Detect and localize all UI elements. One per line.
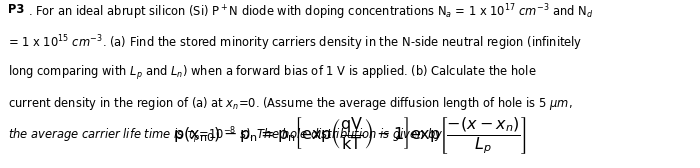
Text: long comparing with $L_p$ and $L_n$) when a forward bias of 1 V is applied. (b) : long comparing with $L_p$ and $L_n$) whe… — [8, 64, 537, 82]
Text: current density in the region of (a) at $x_n$=0. (Assume the average diffusion l: current density in the region of (a) at … — [8, 95, 573, 112]
Text: $\mathrm{p(x_{n0}) - p_n = p_n}\left[\mathrm{exp}\left(\dfrac{\mathrm{qV}}{\math: $\mathrm{p(x_{n0}) - p_n = p_n}\left[\ma… — [173, 115, 527, 156]
Text: . For an ideal abrupt silicon (Si) P$^+$N diode with doping concentrations N$_a$: . For an ideal abrupt silicon (Si) P$^+$… — [28, 3, 594, 22]
Text: P3: P3 — [8, 3, 24, 15]
Text: = 1 x $10^{15}$ $cm^{-3}$. (a) Find the stored minority carriers density in the : = 1 x $10^{15}$ $cm^{-3}$. (a) Find the … — [8, 33, 583, 53]
Text: the average carrier life time is $\tau_p$=$10^{-8}$ $s$). The hole distribution : the average carrier life time is $\tau_p… — [8, 125, 444, 146]
